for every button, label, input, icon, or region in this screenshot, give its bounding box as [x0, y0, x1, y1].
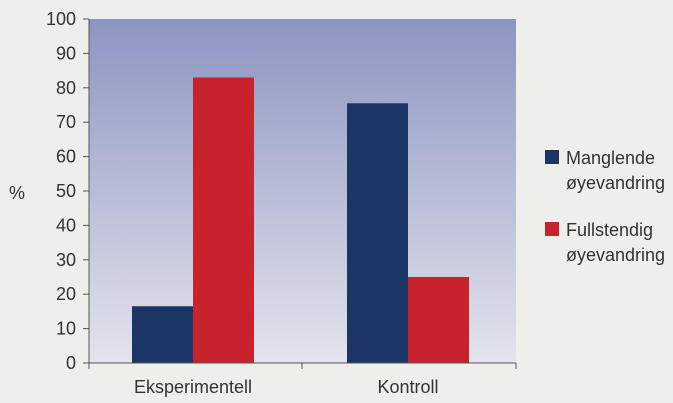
x-category-label-kontroll: Kontroll [377, 377, 438, 397]
legend-label-2-line-1: Fullstendig [566, 220, 653, 240]
bar-kontroll-series-2 [408, 277, 469, 363]
legend-label-1-line-1: Manglende [566, 148, 655, 168]
y-tick-label-40: 40 [56, 215, 76, 235]
y-tick-label-10: 10 [56, 319, 76, 339]
legend-swatch-2 [545, 222, 559, 236]
x-category-label-eksperimentell: Eksperimentell [134, 377, 252, 397]
y-tick-label-70: 70 [56, 112, 76, 132]
bar-eksperimentell-series-2 [193, 77, 254, 363]
y-tick-label-80: 80 [56, 78, 76, 98]
legend-label-1-line-2: øyevandring [566, 173, 665, 193]
y-tick-label-50: 50 [56, 181, 76, 201]
bar-kontroll-series-1 [347, 103, 408, 363]
y-tick-label-100: 100 [46, 9, 76, 29]
y-tick-label-60: 60 [56, 147, 76, 167]
y-axis-label: % [9, 183, 25, 203]
legend-label-2-line-2: øyevandring [566, 245, 665, 265]
y-tick-label-30: 30 [56, 250, 76, 270]
y-tick-label-0: 0 [66, 353, 76, 373]
y-tick-label-20: 20 [56, 284, 76, 304]
y-tick-label-90: 90 [56, 43, 76, 63]
legend-swatch-1 [545, 150, 559, 164]
bar-eksperimentell-series-1 [132, 306, 193, 363]
